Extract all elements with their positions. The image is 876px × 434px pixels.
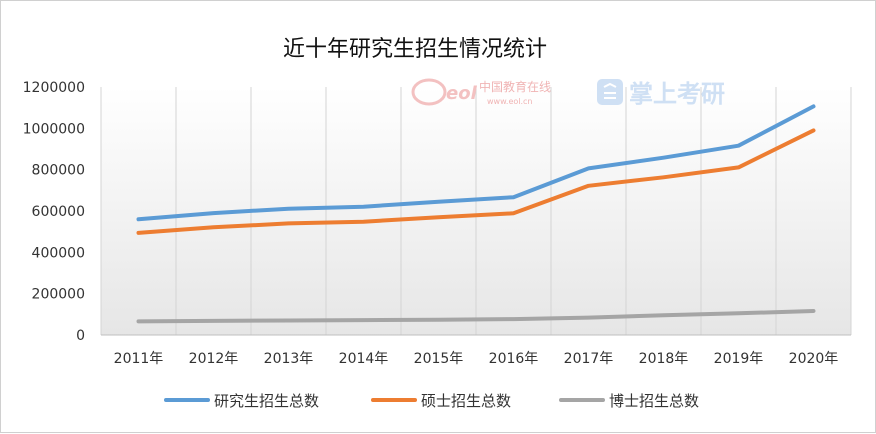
x-tick-label: 2020年 — [789, 351, 839, 367]
y-tick-label: 1000000 — [23, 121, 85, 137]
y-tick-label: 200000 — [32, 287, 85, 303]
x-tick-label: 2012年 — [189, 351, 239, 367]
svg-text:eol: eol — [446, 83, 478, 104]
x-tick-label: 2018年 — [639, 351, 689, 367]
x-tick-label: 2013年 — [264, 351, 314, 367]
series-line — [136, 128, 816, 235]
watermark: eol 中国教育在线 www.eol.cn 掌上考研 — [411, 78, 725, 108]
x-axis: 2011年 2012年 2013年 2014年 2015年 2016年 2017年 2018年… — [114, 351, 839, 367]
legend-label: 硕士招生总数 — [421, 392, 511, 410]
x-tick-label: 2015年 — [414, 351, 464, 367]
y-tick-label: 400000 — [32, 245, 85, 261]
kaoyan-app-icon — [597, 79, 623, 105]
series-line — [136, 309, 816, 324]
eol-logo: eol — [411, 78, 478, 106]
series-lines — [136, 104, 816, 324]
x-tick-label: 2011年 — [114, 351, 164, 367]
x-tick-label: 2016年 — [489, 351, 539, 367]
eol-name: 中国教育在线 — [479, 79, 551, 94]
eol-url: www.eol.cn — [487, 97, 533, 106]
x-tick-label: 2014年 — [339, 351, 389, 367]
legend-label: 博士招生总数 — [609, 392, 699, 410]
y-tick-label: 1200000 — [23, 80, 85, 96]
series-line — [136, 104, 816, 222]
x-tick-label: 2019年 — [714, 351, 764, 367]
y-axis: 0 200000 400000 600000 800000 1000000 1200000 — [23, 80, 85, 344]
y-tick-label: 600000 — [32, 204, 85, 220]
legend: 研究生招生总数 硕士招生总数 博士招生总数 — [164, 392, 699, 410]
y-tick-label: 800000 — [32, 163, 85, 179]
kaoyan-name: 掌上考研 — [629, 80, 725, 108]
legend-label: 研究生招生总数 — [214, 392, 319, 410]
y-tick-label: 0 — [76, 328, 85, 344]
x-tick-label: 2017年 — [564, 351, 614, 367]
chart-title: 近十年研究生招生情况统计 — [283, 37, 547, 62]
